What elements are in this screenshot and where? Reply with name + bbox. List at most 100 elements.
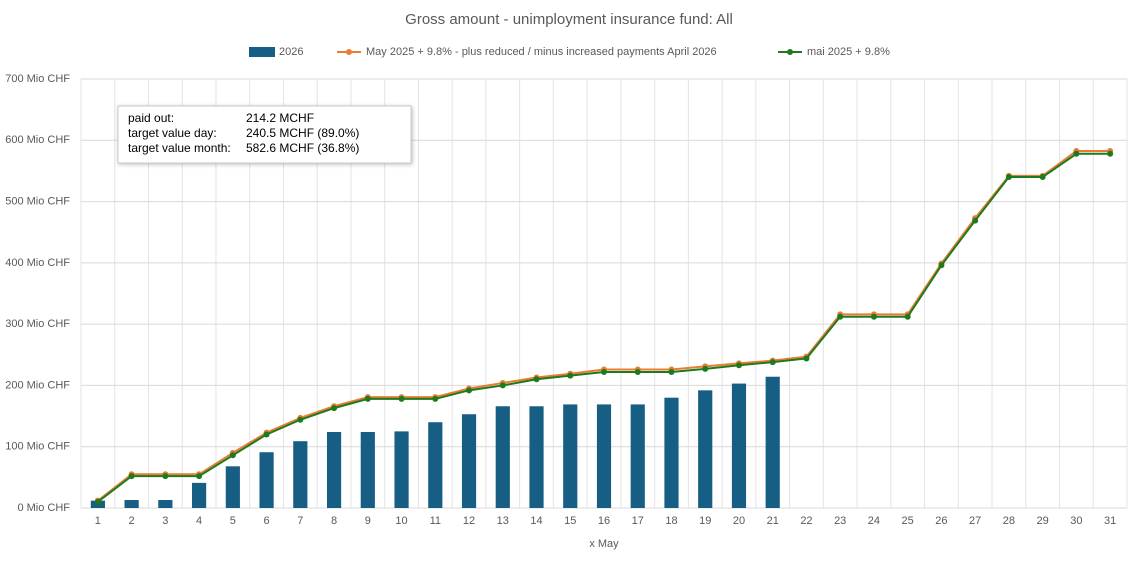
annotation-value: 240.5 MCHF (89.0%) [246, 126, 359, 140]
x-tick-label: 5 [230, 515, 236, 527]
x-tick-label: 26 [935, 515, 947, 527]
bar [596, 404, 612, 508]
marker [364, 395, 371, 402]
annotation-value: 582.6 MCHF (36.8%) [246, 141, 359, 155]
marker [1107, 150, 1114, 157]
x-axis-label: x May [589, 538, 619, 550]
x-tick-label: 17 [632, 515, 644, 527]
marker [229, 452, 236, 459]
marker [533, 376, 540, 383]
marker [331, 405, 338, 412]
marker [735, 362, 742, 369]
x-tick-label: 19 [699, 515, 711, 527]
marker [870, 313, 877, 320]
legend-swatch [249, 47, 275, 57]
y-tick-label: 200 Mio CHF [5, 379, 70, 391]
legend-marker [346, 49, 352, 55]
marker [904, 313, 911, 320]
x-tick-label: 15 [564, 515, 576, 527]
marker [938, 262, 945, 269]
x-tick-label: 25 [902, 515, 914, 527]
legend-label: mai 2025 + 9.8% [807, 46, 890, 58]
legend-marker [787, 49, 793, 55]
annotation-value: 214.2 MCHF [246, 111, 314, 125]
x-tick-label: 24 [868, 515, 880, 527]
marker [196, 473, 203, 480]
legend-label: May 2025 + 9.8% - plus reduced / minus i… [366, 46, 717, 58]
x-tick-label: 4 [196, 515, 202, 527]
annotation-label: target value day: [128, 126, 217, 140]
marker [972, 217, 979, 224]
x-tick-label: 10 [395, 515, 407, 527]
y-tick-label: 700 Mio CHF [5, 73, 70, 85]
marker [162, 473, 169, 480]
x-tick-label: 20 [733, 515, 745, 527]
marker [567, 372, 574, 379]
marker [634, 368, 641, 375]
x-tick-label: 6 [264, 515, 270, 527]
marker [1005, 174, 1012, 181]
x-tick-label: 3 [162, 515, 168, 527]
marker [466, 387, 473, 394]
y-tick-label: 300 Mio CHF [5, 318, 70, 330]
marker [263, 431, 270, 438]
y-tick-label: 400 Mio CHF [5, 257, 70, 269]
marker [1039, 174, 1046, 181]
x-tick-label: 8 [331, 515, 337, 527]
x-tick-label: 22 [800, 515, 812, 527]
marker [769, 359, 776, 366]
marker [702, 365, 709, 372]
bar [765, 376, 780, 508]
bar [225, 466, 240, 508]
marker [601, 368, 607, 375]
bar [360, 432, 375, 508]
x-tick-label: 29 [1037, 515, 1049, 527]
bar [192, 482, 207, 508]
bar [428, 422, 443, 508]
x-tick-label: 23 [834, 515, 846, 527]
bar [158, 500, 173, 508]
y-tick-label: 100 Mio CHF [5, 441, 70, 453]
bar [731, 383, 747, 508]
x-tick-label: 1 [95, 515, 101, 527]
bar [495, 406, 510, 508]
marker [128, 473, 135, 480]
x-tick-label: 21 [767, 515, 779, 527]
x-tick-label: 7 [297, 515, 303, 527]
annotation-label: target value month: [128, 141, 231, 155]
annotation-box [117, 105, 412, 164]
y-tick-label: 500 Mio CHF [5, 195, 70, 207]
bar [124, 500, 139, 508]
marker [837, 313, 844, 320]
x-tick-label: 11 [430, 515, 441, 527]
x-tick-label: 9 [365, 515, 371, 527]
x-tick-label: 13 [497, 515, 509, 527]
annotation-label: paid out: [128, 111, 174, 125]
marker [94, 498, 101, 505]
bar [529, 406, 544, 508]
x-tick-label: 16 [598, 515, 610, 527]
y-tick-label: 0 Mio CHF [17, 502, 70, 514]
marker [297, 416, 304, 423]
x-tick-label: 31 [1104, 515, 1116, 527]
bar [326, 432, 342, 508]
x-tick-label: 28 [1003, 515, 1015, 527]
bar [698, 390, 713, 508]
marker [1073, 150, 1080, 157]
x-tick-label: 14 [530, 515, 542, 527]
legend-label: 2026 [279, 46, 303, 58]
marker [398, 395, 405, 402]
bar [630, 404, 645, 508]
bar [293, 441, 308, 508]
bar [461, 414, 477, 508]
marker [668, 368, 675, 375]
bar [563, 404, 578, 508]
y-tick-label: 600 Mio CHF [5, 134, 70, 146]
x-tick-label: 30 [1070, 515, 1082, 527]
bar [394, 431, 409, 508]
x-tick-label: 2 [129, 515, 135, 527]
chart-title: Gross amount - unimployment insurance fu… [405, 11, 733, 28]
marker [803, 355, 810, 362]
x-tick-label: 12 [463, 515, 475, 527]
